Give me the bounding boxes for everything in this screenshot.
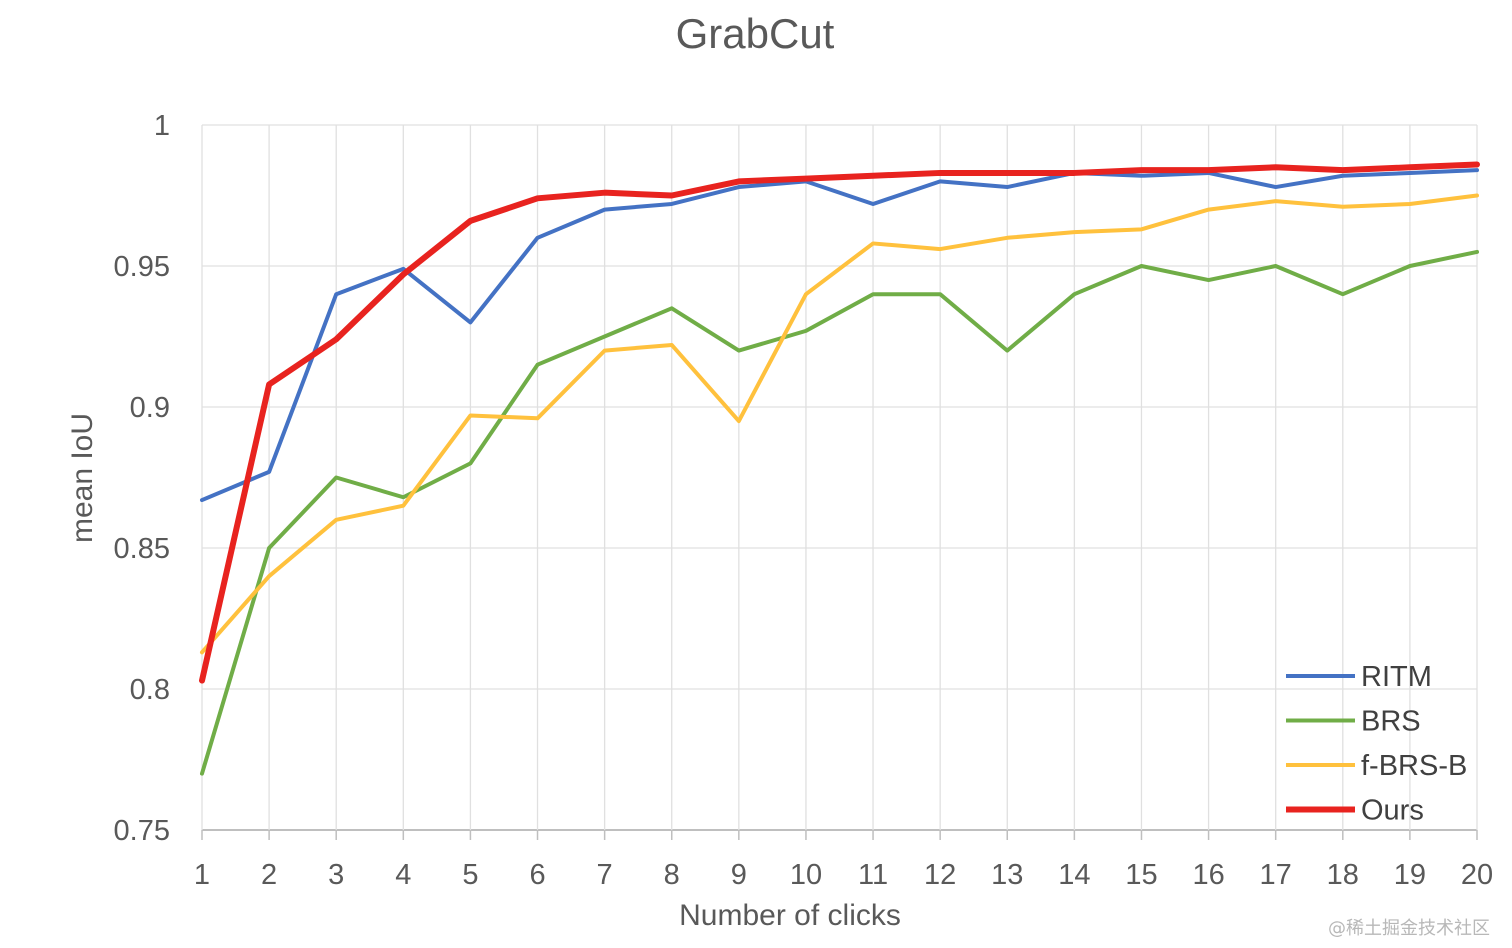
x-tick-label: 4 [395,859,411,891]
y-tick-label: 0.8 [130,674,170,706]
x-tick-label: 7 [597,859,613,891]
series-lines [199,161,1480,776]
series-line-ours [199,161,1480,684]
y-axis-label: mean IoU [66,413,99,543]
x-tick-label: 12 [924,859,956,891]
watermark: @稀土掘金技术社区 [1328,918,1490,939]
y-axis-ticks: 0.75 0.8 0.85 0.9 0.95 1 [114,110,170,847]
chart-title: GrabCut [676,10,835,57]
x-tick-label: 9 [731,859,747,891]
legend-label: BRS [1361,706,1421,738]
x-tick-label: 18 [1327,859,1359,891]
y-tick-label: 1 [154,110,170,142]
series-line-brs [200,249,1479,776]
x-tick-label: 17 [1260,859,1292,891]
x-tick-label: 3 [328,859,344,891]
x-tick-label: 11 [858,859,888,891]
legend-label: Ours [1361,795,1424,827]
x-tick-label: 15 [1125,859,1157,891]
x-tick-label: 16 [1192,859,1224,891]
x-tick-label: 1 [194,859,210,891]
x-tick-label: 2 [261,859,277,891]
x-axis-label: Number of clicks [679,899,901,932]
legend-label: f-BRS-B [1361,750,1467,782]
x-tick-label: 5 [462,859,478,891]
y-tick-label: 0.85 [114,533,170,565]
y-tick-label: 0.75 [114,815,170,847]
series-line-ritm [200,168,1479,503]
legend: RITM BRS f-BRS-B Ours [1286,661,1467,827]
x-tick-label: 14 [1058,859,1090,891]
series-line-f-brs-b [200,193,1479,655]
x-tick-label: 20 [1461,859,1493,891]
gridlines [201,124,1478,831]
x-axis-ticks: 1 2 3 4 5 6 7 8 9 10 11 12 13 14 15 16 17 18 19 20 [194,830,1493,891]
y-tick-label: 0.95 [114,251,170,283]
x-tick-label: 6 [529,859,545,891]
y-tick-label: 0.9 [130,392,170,424]
x-tick-label: 13 [991,859,1023,891]
x-tick-label: 19 [1394,859,1426,891]
legend-label: RITM [1361,661,1432,693]
x-tick-label: 10 [790,859,822,891]
x-tick-label: 8 [664,859,680,891]
